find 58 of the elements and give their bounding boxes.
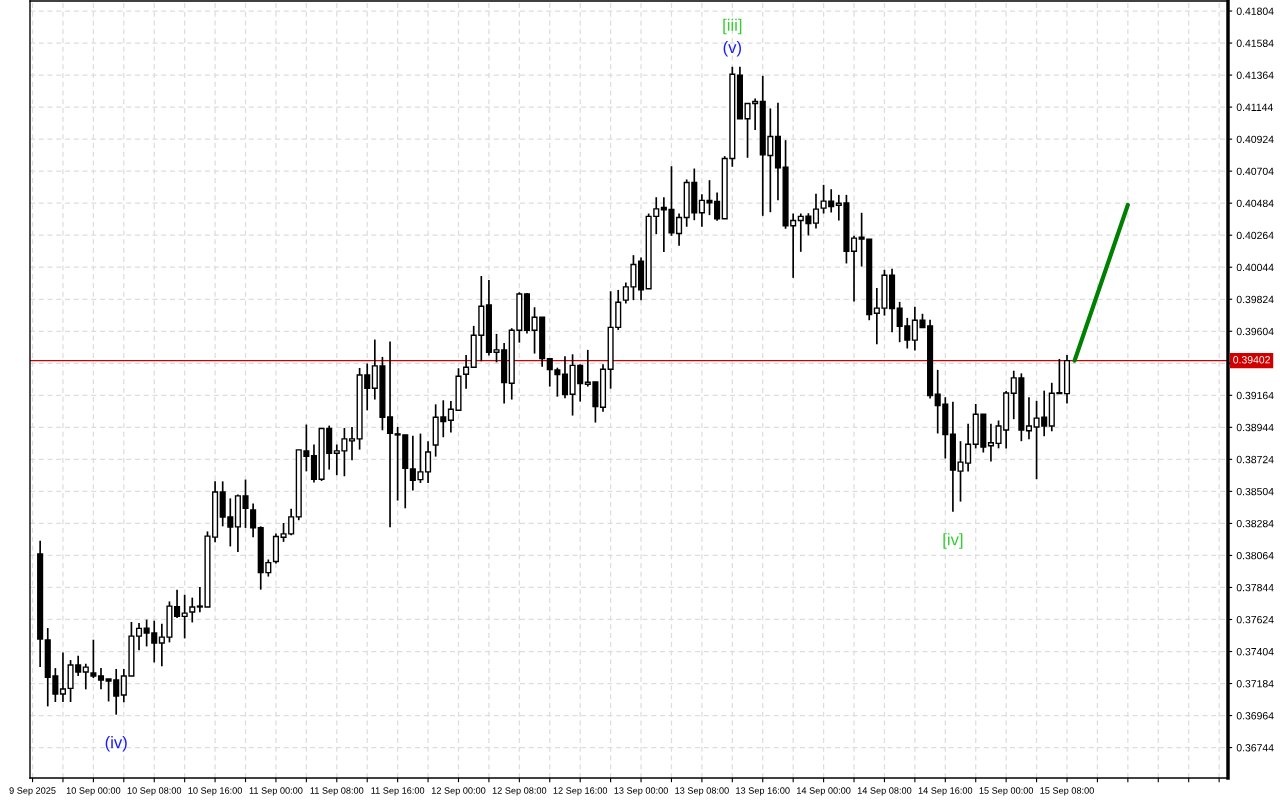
candlestick [59, 651, 67, 703]
x-tick-label: 15 Sep 08:00 [1040, 787, 1094, 796]
candlestick [135, 622, 143, 652]
candlestick [97, 667, 105, 691]
x-tick-label: 14 Sep 00:00 [797, 787, 851, 796]
y-tick-label: 0.37844 [1236, 583, 1274, 592]
candlestick [1025, 396, 1033, 440]
x-tick-label: 11 Sep 08:00 [310, 787, 364, 796]
candlestick [386, 340, 394, 529]
y-tick-label: 0.40044 [1236, 263, 1274, 272]
candlestick [310, 443, 318, 484]
x-tick-label: 14 Sep 08:00 [857, 787, 912, 796]
x-tick-label: 10 Sep 16:00 [188, 787, 242, 796]
y-tick-label: 0.40704 [1236, 167, 1274, 176]
y-tick-label: 0.39164 [1236, 391, 1274, 400]
candlestick [850, 234, 858, 303]
x-tick-label: 15 Sep 00:00 [979, 787, 1034, 796]
ref-line-label: 0.39402 [1233, 356, 1270, 364]
y-tick-label: 0.40484 [1236, 199, 1274, 208]
x-tick-label: 14 Sep 16:00 [918, 787, 973, 796]
x-tick-label: 12 Sep 00:00 [431, 787, 486, 796]
y-tick-label: 0.37404 [1236, 648, 1274, 656]
x-tick-label: 13 Sep 00:00 [614, 787, 668, 796]
y-tick-label: 0.41364 [1236, 71, 1274, 79]
y-tick-label: 0.37184 [1236, 680, 1274, 688]
x-tick-label: 12 Sep 16:00 [553, 787, 608, 796]
candlestick [812, 193, 820, 230]
x-tick-label: 10 Sep 08:00 [127, 787, 182, 796]
annotation: [iv] [943, 533, 963, 549]
x-tick-label: 9 Sep 2025 [9, 787, 56, 796]
y-tick-label: 0.38944 [1236, 423, 1274, 432]
y-tick-label: 0.40924 [1236, 135, 1274, 144]
annotation: (iv) [105, 736, 127, 752]
y-tick-label: 0.41144 [1236, 103, 1273, 111]
x-tick-label: 13 Sep 08:00 [675, 787, 729, 796]
candlestick [463, 354, 470, 390]
x-tick-label: 10 Sep 00:00 [66, 787, 121, 796]
candlestick [348, 426, 356, 462]
y-tick-label: 0.41804 [1236, 7, 1274, 15]
y-tick-label: 0.38724 [1236, 455, 1274, 464]
x-tick-label: 12 Sep 08:00 [492, 787, 547, 796]
annotation: [iii] [723, 18, 742, 35]
y-tick-label: 0.41584 [1236, 39, 1274, 47]
candlestick [250, 502, 257, 539]
y-tick-label: 0.39604 [1236, 327, 1274, 336]
y-tick-label: 0.38284 [1236, 519, 1274, 528]
y-tick-label: 0.38064 [1236, 551, 1274, 560]
candlestick [561, 355, 569, 400]
x-tick-label: 11 Sep 00:00 [249, 787, 303, 796]
annotation: (v) [723, 40, 741, 57]
y-tick-label: 0.39824 [1236, 295, 1274, 304]
y-tick-label: 0.38504 [1236, 487, 1274, 496]
y-tick-label: 0.36964 [1236, 712, 1274, 720]
y-tick-label: 0.36744 [1236, 744, 1274, 752]
y-tick-label: 0.37624 [1236, 615, 1274, 624]
x-tick-label: 11 Sep 16:00 [371, 787, 425, 796]
y-tick-label: 0.40264 [1236, 231, 1274, 240]
x-tick-label: 13 Sep 16:00 [736, 787, 790, 796]
